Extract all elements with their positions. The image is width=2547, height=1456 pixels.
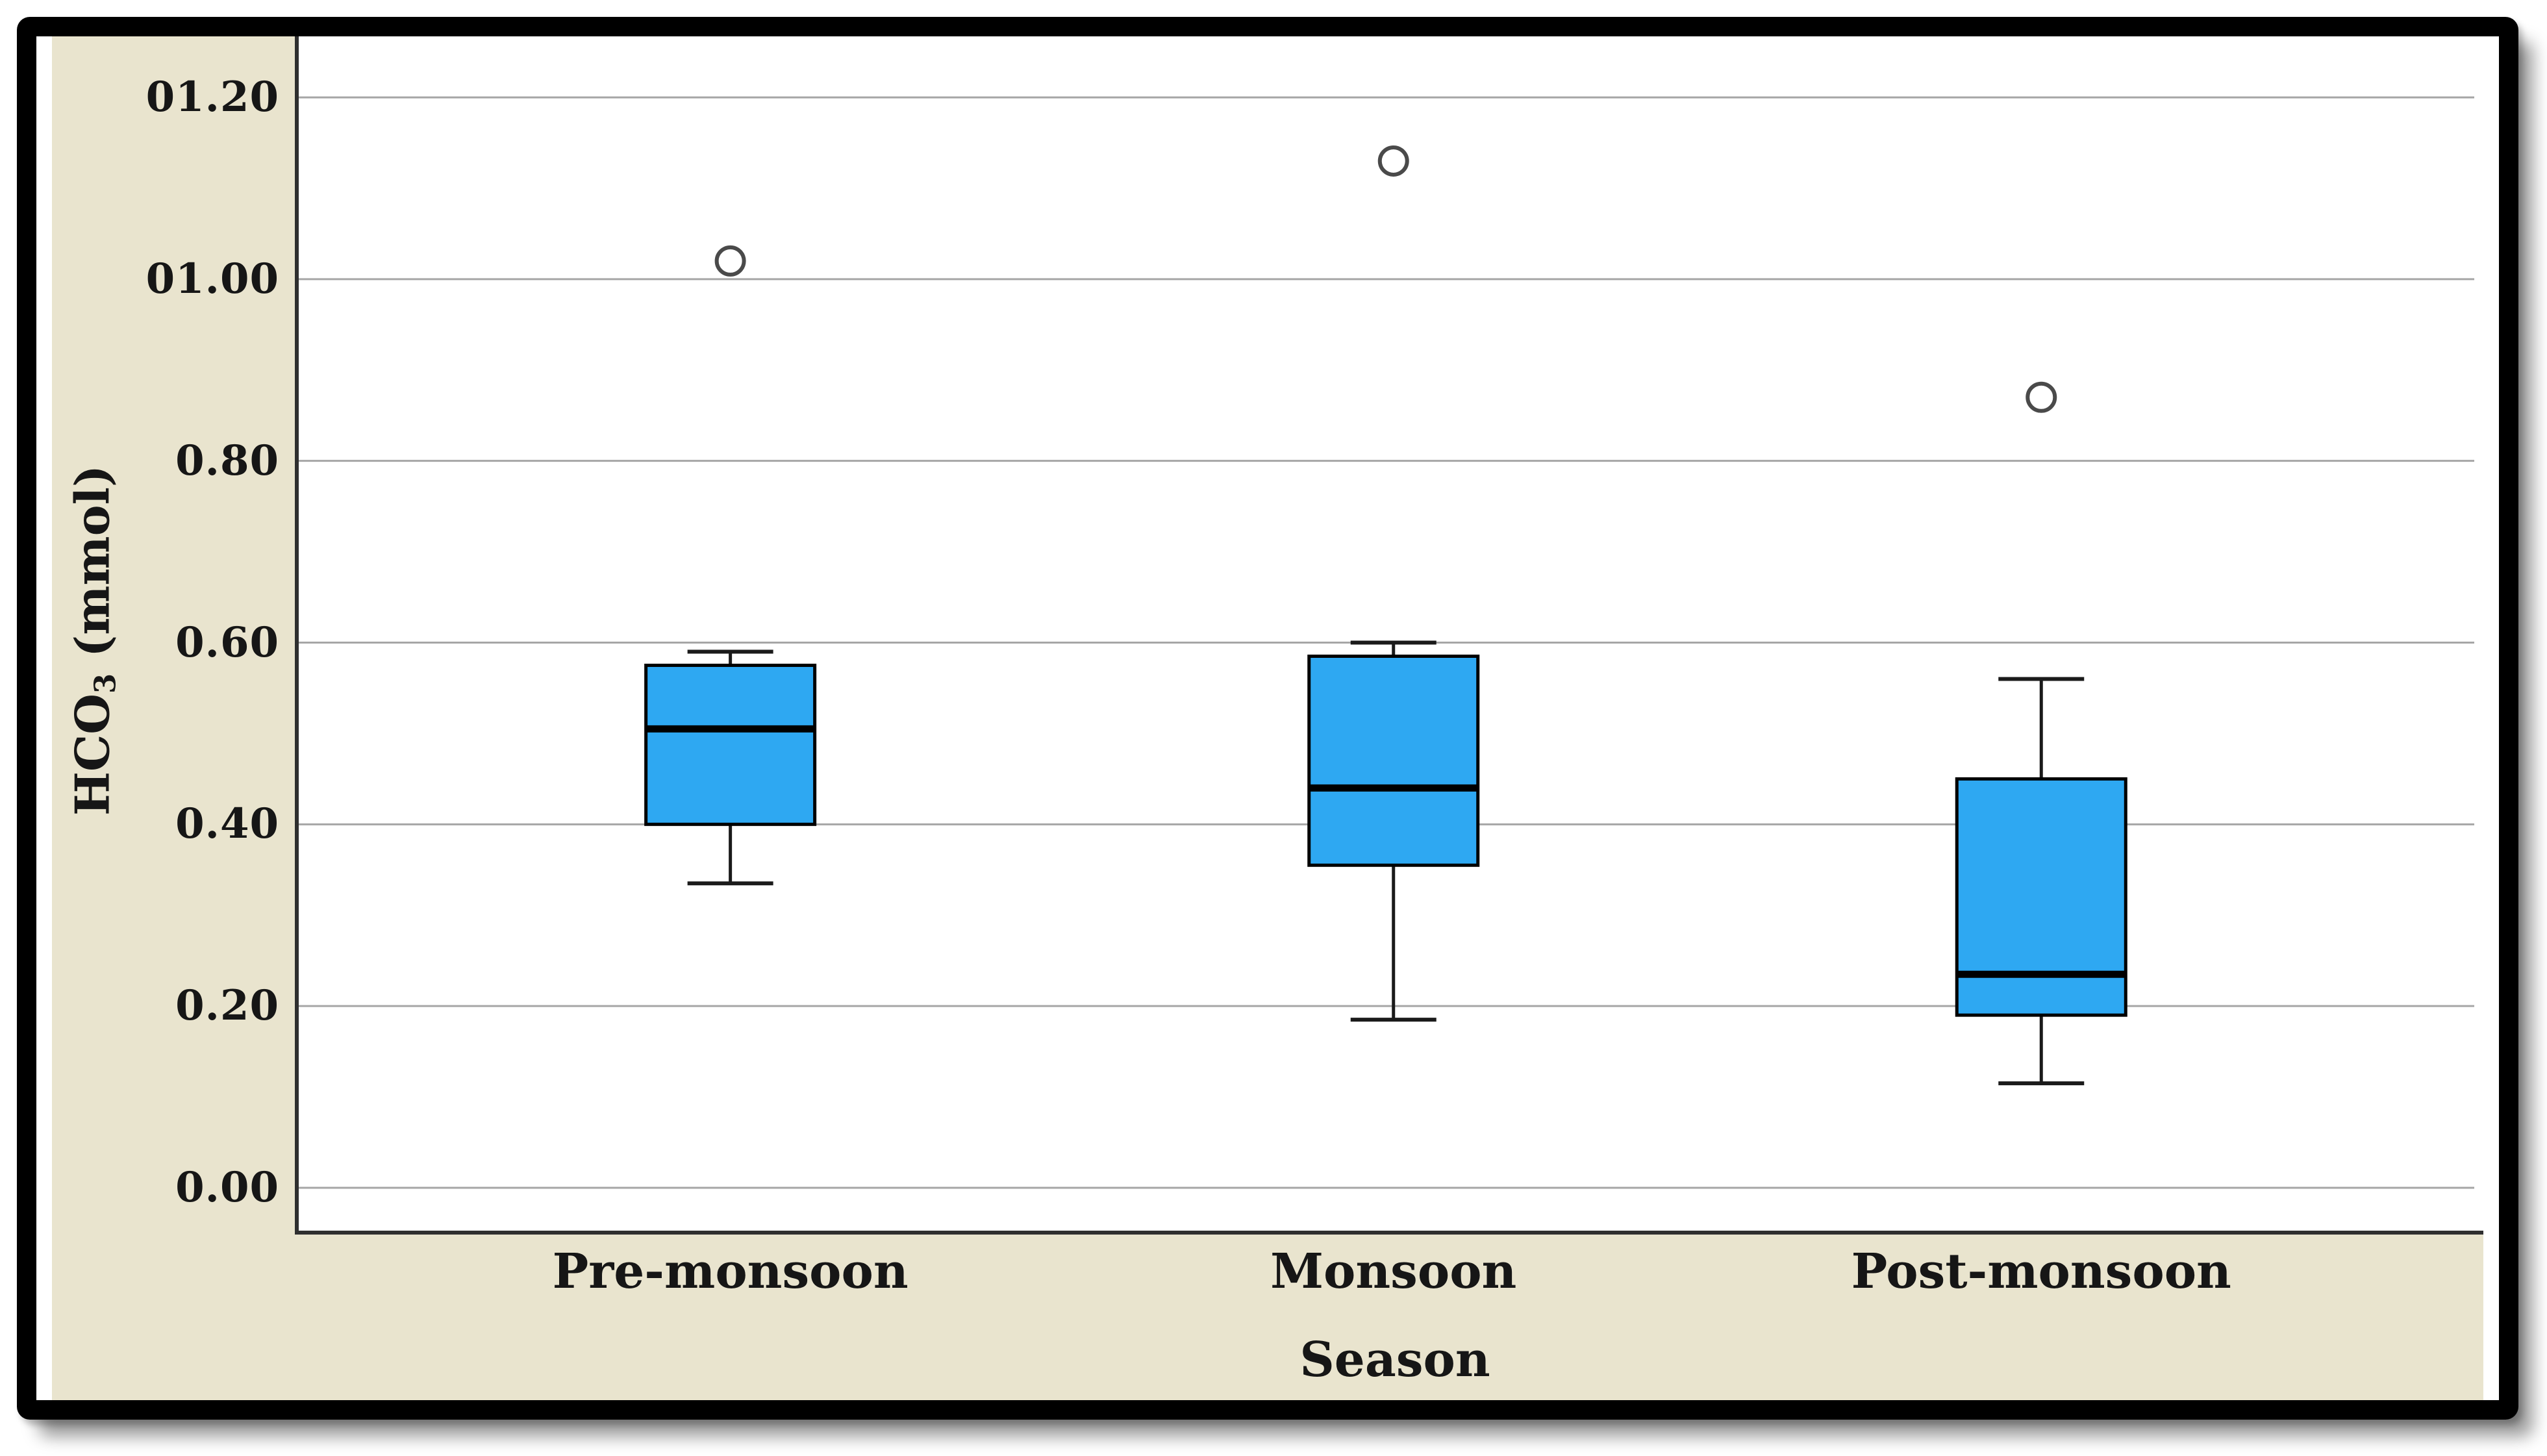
chart-canvas: HCO3 (mmol) Season 01.20 01.00 0.80 0.60 0.4…	[36, 36, 2499, 1400]
plot-background	[295, 36, 2483, 1235]
y-tick-label: 0.80	[175, 436, 279, 485]
iqr-box	[644, 663, 817, 826]
x-category-label: Monsoon	[1270, 1244, 1517, 1299]
x-axis-title: Season	[1299, 1332, 1490, 1388]
x-category-label: Post-monsoon	[1851, 1244, 2231, 1299]
plot-area	[295, 36, 2483, 1235]
outlier-point	[1377, 145, 1409, 177]
figure-frame: HCO3 (mmol) Season 01.20 01.00 0.80 0.60 0.4…	[17, 17, 2518, 1420]
y-axis-line	[295, 36, 299, 1235]
y-tick-label: 0.60	[175, 618, 279, 667]
y-axis-title-subscript: 3	[88, 673, 123, 694]
x-category-label: Pre-monsoon	[552, 1244, 909, 1299]
y-tick-label: 01.00	[145, 254, 279, 303]
y-tick-label: 0.40	[175, 799, 279, 849]
iqr-box	[1955, 777, 2127, 1017]
y-tick-label: 0.20	[175, 981, 279, 1031]
iqr-box	[1307, 654, 1480, 867]
outlier-point	[2026, 381, 2057, 413]
y-tick-label: 0.00	[175, 1163, 279, 1212]
outlier-point	[714, 245, 746, 277]
y-axis-title-text: HCO	[64, 693, 120, 816]
x-axis-line	[295, 1231, 2483, 1235]
y-tick-label: 01.20	[145, 73, 279, 121]
